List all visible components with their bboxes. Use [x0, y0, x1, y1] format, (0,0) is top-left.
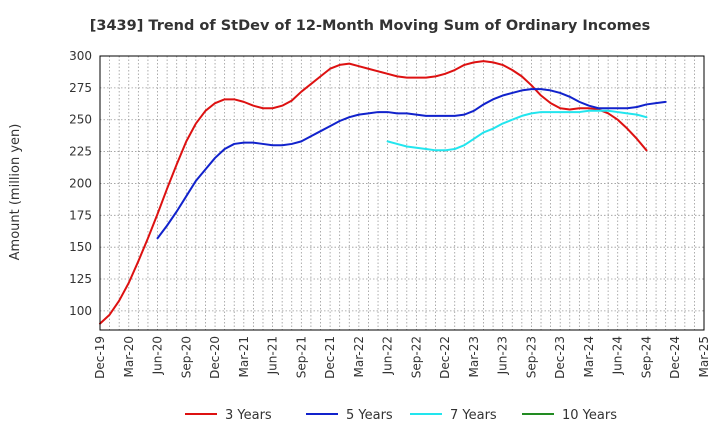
x-tick-label: Jun-24: [611, 336, 625, 375]
x-tick-label: Mar-20: [122, 336, 136, 377]
x-tick-label: Jun-20: [151, 336, 165, 375]
x-tick-label: Sep-23: [524, 336, 538, 378]
x-tick-label: Mar-22: [352, 336, 366, 377]
x-tick-label: Sep-24: [639, 336, 653, 378]
y-tick-labels: 100 125 150 175 200 225 250 275 300: [69, 49, 92, 318]
legend-label: 5 Years: [346, 408, 393, 423]
series-line-7-years: [386, 109, 648, 152]
x-tick-label: Sep-21: [294, 336, 308, 378]
y-tick-label: 175: [69, 208, 92, 222]
series-line-3-years: [99, 60, 648, 325]
x-tick-label: Dec-21: [323, 336, 337, 379]
y-axis-title: Amount (million yen): [8, 124, 23, 261]
legend-label: 7 Years: [450, 408, 497, 423]
y-tick-label: 100: [69, 304, 92, 318]
legend-item: 5 Years: [306, 408, 393, 423]
series-layer: [99, 60, 667, 325]
legend-item: 7 Years: [410, 408, 497, 423]
y-tick-label: 225: [69, 145, 92, 159]
grid-layer: [100, 55, 704, 330]
x-tick-label: Jun-23: [496, 336, 510, 375]
chart-title: [3439] Trend of StDev of 12-Month Moving…: [90, 18, 651, 34]
y-tick-label: 200: [69, 176, 92, 190]
x-tick-label: Dec-23: [553, 336, 567, 379]
x-tick-labels: Dec-19 Mar-20 Jun-20 Sep-20 Dec-20 Mar-21 Jun-…: [93, 336, 711, 379]
y-tick-label: 125: [69, 272, 92, 286]
legend-item: 10 Years: [522, 408, 617, 423]
legend: 3 Years 5 Years 7 Years 10 Years: [185, 408, 617, 423]
x-tick-label: Dec-22: [438, 336, 452, 379]
legend-label: 10 Years: [562, 408, 617, 423]
x-tick-label: Mar-23: [467, 336, 481, 377]
x-tick-label: Sep-20: [179, 336, 193, 378]
y-tick-label: 150: [69, 240, 92, 254]
x-tick-label: Dec-19: [93, 336, 107, 379]
x-tick-label: Mar-25: [697, 336, 711, 377]
x-tick-label: Dec-24: [668, 336, 682, 379]
legend-item: 3 Years: [185, 408, 272, 423]
y-tick-label: 250: [69, 113, 92, 127]
x-tick-label: Jun-21: [266, 336, 280, 375]
x-tick-label: Jun-22: [381, 336, 395, 375]
plot-frame: [99, 55, 705, 331]
x-tick-label: Dec-20: [208, 336, 222, 379]
series-line-5-years: [156, 88, 667, 240]
x-tick-label: Sep-22: [409, 336, 423, 378]
y-tick-label: 275: [69, 81, 92, 95]
x-tick-label: Mar-24: [582, 336, 596, 377]
legend-label: 3 Years: [225, 408, 272, 423]
x-tick-label: Mar-21: [237, 336, 251, 377]
y-tick-label: 300: [69, 49, 92, 63]
